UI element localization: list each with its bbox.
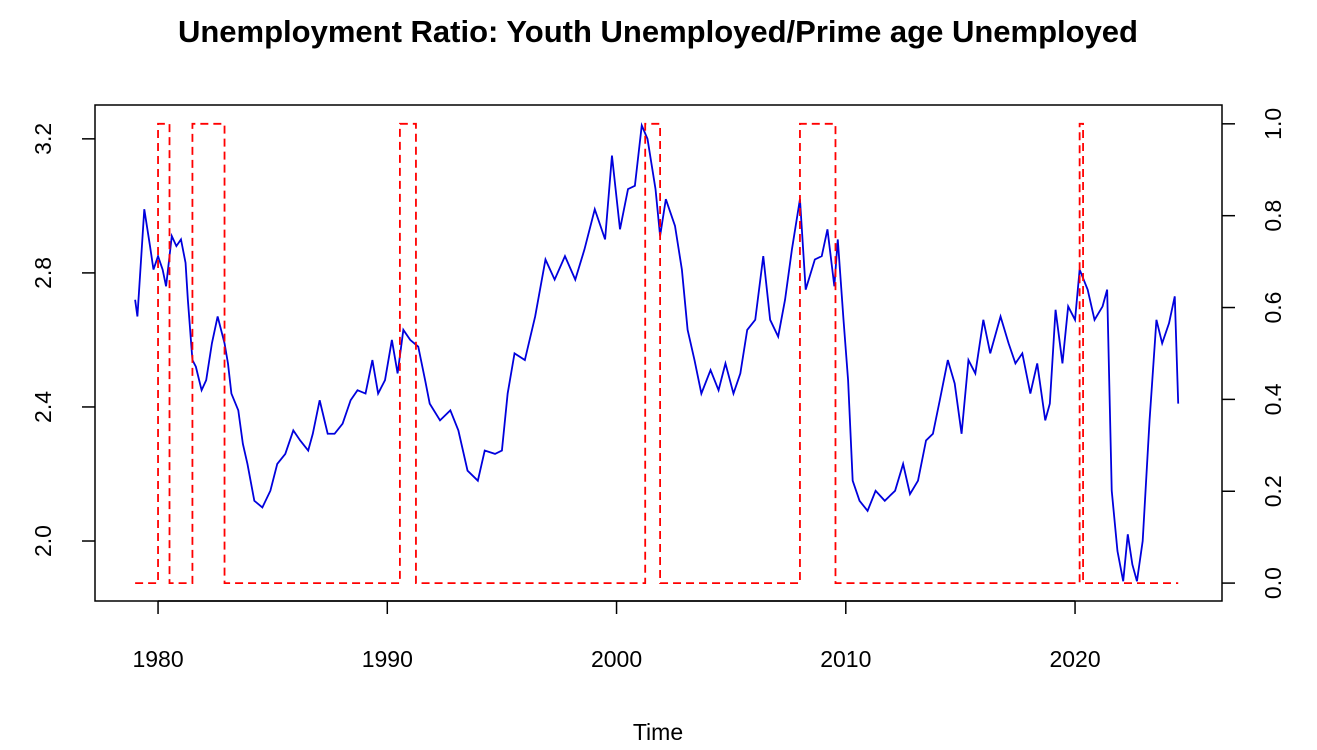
y-tick-label: 2.0 <box>30 525 56 557</box>
y-tick-label: 2.4 <box>30 391 56 423</box>
series-line <box>135 122 1179 584</box>
x-axis-label: Time <box>633 719 683 745</box>
y2-tick-label: 0.8 <box>1260 200 1286 232</box>
series-line <box>134 121 1180 582</box>
x-tick-label: 2000 <box>591 646 642 672</box>
y2-tick-label: 0.4 <box>1260 383 1286 415</box>
x-tick-label: 1990 <box>362 646 413 672</box>
y2-tick-label: 0.6 <box>1260 292 1286 324</box>
chart-title: Unemployment Ratio: Youth Unemployed/Pri… <box>178 14 1138 49</box>
x-tick-label: 2020 <box>1049 646 1100 672</box>
y2-tick-label: 0.0 <box>1260 567 1286 599</box>
x-tick-label: 2010 <box>820 646 871 672</box>
y2-tick-label: 1.0 <box>1260 108 1286 140</box>
x-tick-label: 1980 <box>132 646 183 672</box>
y-tick-label: 3.2 <box>30 123 56 155</box>
y-tick-label: 2.8 <box>30 257 56 289</box>
y2-tick-label: 0.2 <box>1260 475 1286 507</box>
